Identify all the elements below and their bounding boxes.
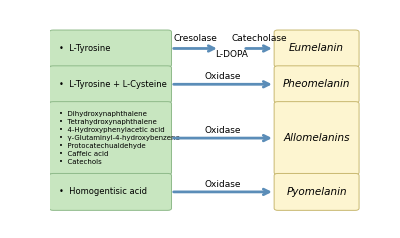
- Text: Pyomelanin: Pyomelanin: [286, 187, 347, 197]
- Text: •  Tetrahydroxynaphthalene: • Tetrahydroxynaphthalene: [59, 119, 156, 125]
- Text: Oxidase: Oxidase: [204, 180, 241, 188]
- FancyBboxPatch shape: [49, 30, 172, 67]
- Text: •  L-Tyrosine + L-Cysteine: • L-Tyrosine + L-Cysteine: [59, 80, 166, 89]
- Text: Catecholase: Catecholase: [231, 34, 287, 43]
- Text: •  Protocatechualdehyde: • Protocatechualdehyde: [59, 143, 145, 149]
- Text: Pheomelanin: Pheomelanin: [283, 79, 350, 89]
- Text: Allomelanins: Allomelanins: [283, 133, 350, 143]
- FancyBboxPatch shape: [49, 102, 172, 174]
- Text: •  Homogentisic acid: • Homogentisic acid: [59, 187, 147, 196]
- FancyBboxPatch shape: [274, 174, 359, 210]
- Text: •  Catechols: • Catechols: [59, 159, 102, 165]
- Text: •  L-Tyrosine: • L-Tyrosine: [59, 44, 110, 53]
- FancyBboxPatch shape: [49, 66, 172, 103]
- Text: Cresolase: Cresolase: [173, 34, 217, 43]
- Text: L-DOPA: L-DOPA: [215, 50, 248, 59]
- Text: Oxidase: Oxidase: [204, 126, 241, 135]
- FancyBboxPatch shape: [274, 66, 359, 103]
- Text: •  Dihydroxynaphthalene: • Dihydroxynaphthalene: [59, 111, 146, 117]
- FancyBboxPatch shape: [49, 174, 172, 210]
- Text: •  γ-Glutaminyl-4-hydroxybenzene: • γ-Glutaminyl-4-hydroxybenzene: [59, 135, 180, 141]
- FancyBboxPatch shape: [274, 102, 359, 174]
- Text: •  Caffeic acid: • Caffeic acid: [59, 151, 108, 157]
- FancyBboxPatch shape: [274, 30, 359, 67]
- Text: Eumelanin: Eumelanin: [289, 44, 344, 54]
- Text: Oxidase: Oxidase: [204, 72, 241, 81]
- Text: •  4-Hydroxyphenylacetic acid: • 4-Hydroxyphenylacetic acid: [59, 127, 164, 133]
